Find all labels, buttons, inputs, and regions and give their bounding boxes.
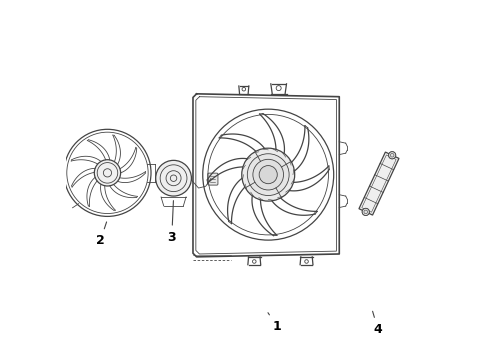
Text: 3: 3 bbox=[168, 201, 176, 244]
Text: 1: 1 bbox=[268, 313, 282, 333]
Circle shape bbox=[362, 208, 369, 216]
Text: 4: 4 bbox=[372, 311, 382, 336]
Circle shape bbox=[253, 159, 284, 190]
Circle shape bbox=[156, 160, 192, 196]
FancyBboxPatch shape bbox=[208, 173, 218, 185]
Polygon shape bbox=[359, 152, 399, 215]
Circle shape bbox=[247, 154, 289, 195]
Circle shape bbox=[389, 152, 396, 159]
Circle shape bbox=[389, 152, 396, 159]
Circle shape bbox=[362, 208, 369, 216]
Circle shape bbox=[242, 148, 294, 201]
Circle shape bbox=[94, 160, 121, 186]
Circle shape bbox=[259, 166, 277, 184]
Text: 2: 2 bbox=[96, 222, 107, 247]
